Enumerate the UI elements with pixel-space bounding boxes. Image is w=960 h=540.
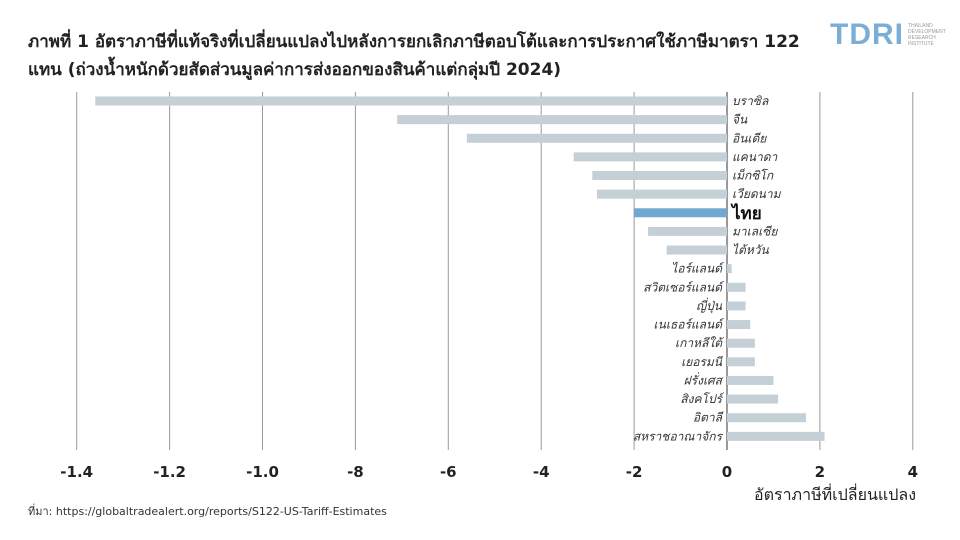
category-label: อินเดีย — [732, 131, 767, 145]
bar — [666, 245, 727, 255]
bar — [397, 115, 727, 125]
bar — [634, 208, 727, 218]
x-tick-label: -1.4 — [60, 463, 93, 481]
x-tick-label: -6 — [440, 463, 457, 481]
bar — [727, 394, 779, 404]
bar — [466, 133, 727, 143]
category-label: ไอร์แลนด์ — [671, 262, 725, 276]
category-label: สหราชอาณาจักร — [633, 429, 724, 443]
bar — [95, 96, 727, 106]
x-tick-label: 4 — [908, 463, 918, 481]
x-tick-label: -1.2 — [153, 463, 186, 481]
logo-text: TDRI — [830, 18, 904, 51]
bar — [592, 171, 727, 181]
category-label: มาเลเซีย — [732, 224, 778, 238]
category-label: ไทย — [730, 203, 762, 224]
bar — [727, 320, 751, 330]
category-label: เกาหลีใต้ — [675, 336, 725, 350]
bar — [727, 375, 774, 385]
category-label: ไต้หวัน — [732, 243, 769, 257]
bar — [727, 301, 746, 311]
category-label: สิงคโปร์ — [680, 392, 725, 406]
category-label: ญี่ปุ่น — [696, 297, 723, 314]
bar — [727, 282, 746, 292]
x-tick-label: -4 — [533, 463, 550, 481]
tdri-logo: TDRI THAILAND DEVELOPMENT RESEARCH INSTI… — [830, 18, 946, 52]
source-note: ที่มา: https://globaltradealert.org/repo… — [28, 505, 387, 518]
bar — [727, 338, 755, 348]
category-label: ฝรั่งเศส — [684, 371, 724, 387]
x-tick-label: -2 — [626, 463, 643, 481]
x-tick-label: -1.0 — [246, 463, 279, 481]
category-label: เม็กซิโก — [732, 168, 774, 183]
x-axis-label: อัตราภาษีที่เปลี่ยนแปลง — [754, 483, 916, 504]
bar — [648, 226, 727, 236]
category-label: บราซิล — [732, 94, 769, 108]
category-label: สวิตเซอร์แลนด์ — [643, 280, 725, 294]
bar — [596, 189, 727, 199]
category-label: อิตาลี — [693, 411, 724, 425]
x-tick-label: 0 — [722, 463, 732, 481]
x-tick-label: -8 — [347, 463, 364, 481]
bar — [727, 431, 825, 441]
category-label: แคนาดา — [732, 150, 778, 164]
x-tick-label: 2 — [815, 463, 825, 481]
bar — [727, 413, 806, 423]
bar — [573, 152, 727, 162]
category-label: เนเธอร์แลนด์ — [654, 318, 725, 332]
bar — [727, 357, 755, 367]
category-label: เวียดนาม — [732, 187, 782, 201]
bar — [727, 264, 732, 274]
category-label: เยอรมนี — [681, 355, 723, 369]
logo-subtext: THAILAND DEVELOPMENT RESEARCH INSTITUTE — [908, 23, 946, 47]
category-label: จีน — [732, 113, 748, 127]
chart-title: ภาพที่ 1 อัตราภาษีที่แท้จริงที่เปลี่ยนแป… — [28, 32, 800, 80]
